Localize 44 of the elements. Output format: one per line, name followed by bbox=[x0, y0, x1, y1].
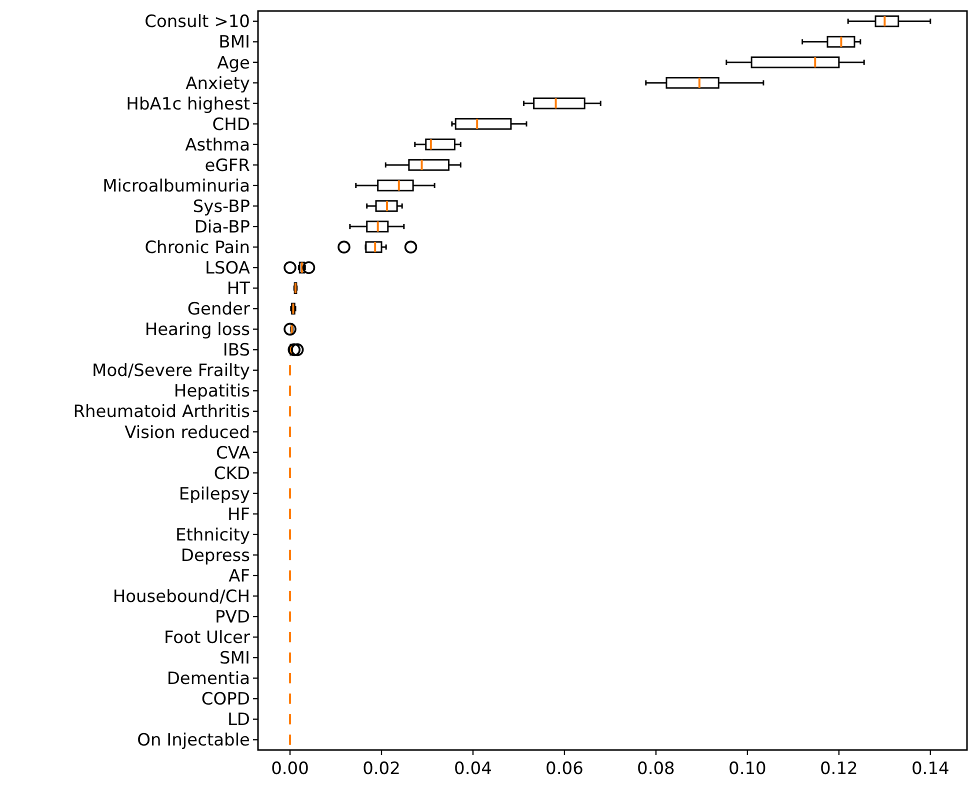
x-tick-label: 0.14 bbox=[911, 759, 950, 779]
y-tick-label: Asthma bbox=[185, 135, 250, 156]
y-tick-label: HbA1c highest bbox=[126, 94, 250, 114]
y-tick-label: Epilepsy bbox=[178, 484, 250, 504]
y-tick-label: Hearing loss bbox=[144, 320, 250, 340]
x-tick-label: 0.10 bbox=[728, 759, 766, 779]
x-tick-label: 0.00 bbox=[271, 759, 309, 779]
y-tick-label: Depress bbox=[180, 546, 250, 566]
y-tick-label: HF bbox=[227, 504, 250, 525]
y-tick-label: Sys-BP bbox=[192, 196, 250, 217]
x-tick-label: 0.02 bbox=[362, 759, 400, 779]
y-tick-label: Vision reduced bbox=[124, 422, 250, 443]
y-tick-label: PVD bbox=[215, 608, 250, 628]
y-tick-label: HT bbox=[226, 279, 251, 300]
y-tick-label: BMI bbox=[218, 32, 250, 53]
x-tick-label: 0.04 bbox=[454, 759, 492, 779]
y-tick-label: LD bbox=[227, 710, 250, 730]
y-tick-label: Mod/Severe Frailty bbox=[92, 361, 250, 382]
y-tick-label: Chronic Pain bbox=[144, 238, 250, 258]
x-tick-label: 0.06 bbox=[546, 759, 584, 779]
y-tick-label: Dementia bbox=[166, 669, 250, 690]
y-tick-label: Consult >10 bbox=[144, 12, 250, 32]
y-tick-label: COPD bbox=[201, 690, 250, 710]
y-tick-label: On Injectable bbox=[137, 730, 250, 751]
y-tick-label: CVA bbox=[216, 443, 250, 464]
y-tick-label: Ethnicity bbox=[176, 525, 250, 546]
x-tick-label: 0.08 bbox=[637, 759, 675, 779]
x-tick-label: 0.12 bbox=[820, 759, 858, 779]
y-tick-label: Age bbox=[217, 53, 250, 74]
y-tick-label: Anxiety bbox=[186, 74, 250, 94]
y-tick-label: CHD bbox=[212, 114, 250, 135]
y-tick-label: Rheumatoid Arthritis bbox=[73, 402, 250, 422]
y-tick-label: Microalbuminuria bbox=[102, 176, 250, 196]
y-tick-label: eGFR bbox=[204, 156, 250, 176]
y-tick-label: SMI bbox=[220, 648, 250, 669]
y-tick-label: CKD bbox=[214, 464, 250, 484]
y-tick-label: Gender bbox=[187, 300, 250, 320]
y-tick-label: Dia-BP bbox=[194, 217, 250, 238]
y-tick-label: IBS bbox=[222, 340, 250, 361]
y-tick-label: Hepatitis bbox=[174, 382, 250, 402]
y-tick-label: LSOA bbox=[205, 258, 250, 279]
y-tick-label: Foot Ulcer bbox=[164, 628, 250, 648]
y-tick-label: Housebound/CH bbox=[112, 586, 250, 607]
y-tick-label: AF bbox=[228, 566, 250, 586]
